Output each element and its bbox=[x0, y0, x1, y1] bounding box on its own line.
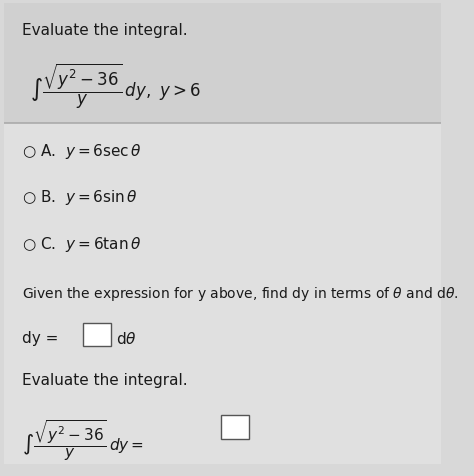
Text: Evaluate the integral.: Evaluate the integral. bbox=[22, 22, 187, 38]
Text: d$\theta$: d$\theta$ bbox=[116, 330, 137, 347]
FancyBboxPatch shape bbox=[4, 4, 441, 124]
Text: Evaluate the integral.: Evaluate the integral. bbox=[22, 372, 187, 387]
Text: $\bigcirc$ B.  $y = 6\sin\theta$: $\bigcirc$ B. $y = 6\sin\theta$ bbox=[22, 188, 137, 207]
Text: $\bigcirc$ A.  $y = 6\sec\theta$: $\bigcirc$ A. $y = 6\sec\theta$ bbox=[22, 142, 141, 161]
Text: dy =: dy = bbox=[22, 330, 63, 346]
FancyBboxPatch shape bbox=[4, 124, 441, 464]
Text: $\int \dfrac{\sqrt{y^2 - 36}}{y}\,dy,\ y > 6$: $\int \dfrac{\sqrt{y^2 - 36}}{y}\,dy,\ y… bbox=[30, 61, 201, 111]
FancyBboxPatch shape bbox=[220, 416, 249, 438]
Text: $\int \dfrac{\sqrt{y^2 - 36}}{y}\,dy = $: $\int \dfrac{\sqrt{y^2 - 36}}{y}\,dy = $ bbox=[22, 418, 144, 463]
Text: Given the expression for y above, find dy in terms of $\theta$ and d$\theta$.: Given the expression for y above, find d… bbox=[22, 285, 458, 303]
Text: $\bigcirc$ C.  $y = 6\tan\theta$: $\bigcirc$ C. $y = 6\tan\theta$ bbox=[22, 234, 141, 253]
FancyBboxPatch shape bbox=[83, 324, 111, 347]
